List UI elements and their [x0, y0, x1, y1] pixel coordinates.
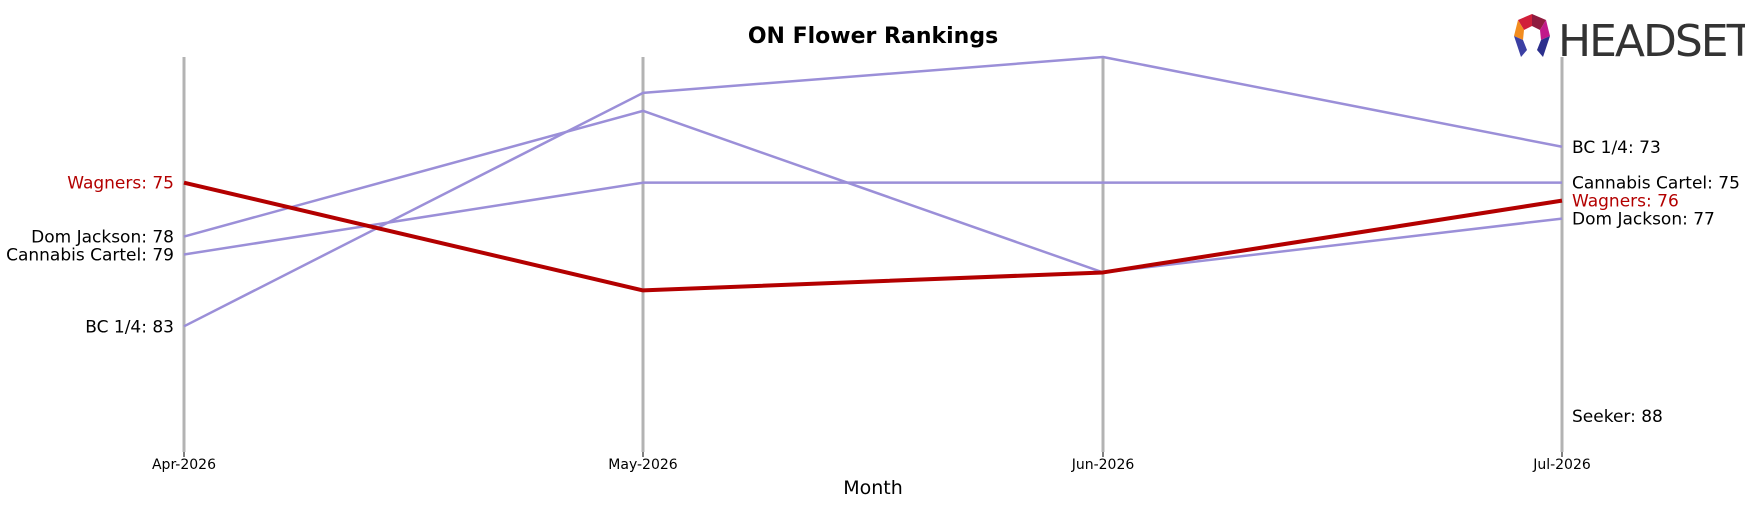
end-label-bc-1-4: BC 1/4: 73 [1572, 138, 1661, 158]
end-label-dom-jackson: Dom Jackson: 77 [1572, 210, 1715, 230]
series-line-dom-jackson [183, 109, 1563, 274]
start-label-dom-jackson: Dom Jackson: 78 [31, 228, 174, 248]
x-tick-label: Jun-2026 [1071, 457, 1135, 473]
x-tick-label: May-2026 [608, 457, 677, 473]
series-line-bc-1-4 [183, 55, 1563, 328]
start-label-wagners: Wagners: 75 [67, 174, 174, 194]
start-label-cannabis-cartel: Cannabis Cartel: 79 [6, 246, 174, 266]
end-label-seeker: Seeker: 88 [1572, 407, 1663, 427]
series-line-cannabis-cartel [183, 181, 1562, 256]
grid-layer [182, 57, 1564, 452]
headset-logo-text: HEADSET [1558, 16, 1745, 67]
x-axis-label: Month [843, 477, 903, 499]
label-layer: Wagners: 75 Wagners: 76 BC 1/4: 83 BC 1/4: … [6, 138, 1740, 427]
tick-layer: Apr-2026 May-2026 Jun-2026 Jul-2026 [152, 452, 1591, 473]
x-tick-label: Jul-2026 [1532, 457, 1591, 473]
series-line-wagners [183, 180, 1563, 293]
end-label-wagners: Wagners: 76 [1572, 192, 1679, 212]
x-tick-label: Apr-2026 [152, 457, 216, 473]
headset-logo: HEADSET [1514, 14, 1745, 67]
headset-logo-mark-icon [1514, 14, 1550, 57]
start-label-bc-1-4: BC 1/4: 83 [85, 317, 174, 337]
end-label-cannabis-cartel: Cannabis Cartel: 75 [1572, 174, 1740, 194]
chart-title: ON Flower Rankings [748, 24, 998, 49]
series-layer [183, 55, 1563, 328]
